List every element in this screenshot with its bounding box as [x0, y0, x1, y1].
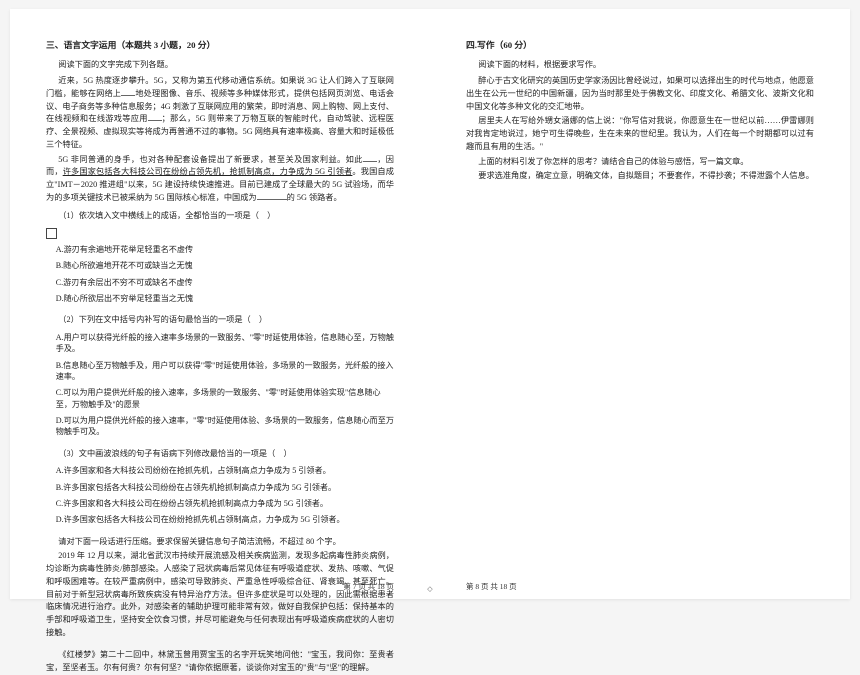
q3-choice-b: B.许多国家包括各大科技公司纷纷在占领先机抢抓制高点力争成为 5G 引领者。: [56, 482, 394, 493]
compression-para: 2019 年 12 月以来，湖北省武汉市持续开展流感及相关疾病监测，发现多起病毒…: [46, 550, 394, 639]
answer-box: [46, 225, 394, 239]
essay-p3: 上面的材料引发了你怎样的思考？请结合自己的体验与感悟，写一篇文章。: [466, 156, 814, 169]
q1-choice-c: C.游刃有余层出不穷不可或缺名不虚传: [56, 277, 394, 288]
p2a: 5G 非同普通的身手，也对各种配套设备提出了新要求，甚至关及国家利益。如此: [58, 155, 363, 164]
blank-2: [148, 114, 162, 121]
page-footer-right: 第 8 页 共 18 页: [466, 581, 517, 593]
question-1: （1）依次填入文中横线上的成语，全都恰当的一项是（ ）: [46, 210, 394, 223]
blank-3: [363, 154, 377, 161]
q3-choice-d: D.许多国家包括各大科技公司在纷纷抢抓先机占领制高点，力争成为 5G 引领者。: [56, 514, 394, 525]
essay-p2: 居里夫人在写给外甥女涵娜的信上说："你写信对我说，你愿意生在一世纪以前……伊雷娜…: [466, 115, 814, 153]
essay-intro: 阅读下面的材料，根据要求写作。: [466, 59, 814, 72]
q3-choice-c: C.许多国家和各大科技公司在纷纷占领先机抢抓制高点力争成为 5G 引领者。: [56, 498, 394, 509]
q2-choice-c: C.可以为用户提供光纤般的接入速率，多场景的一致服务、"零"时延使用体验实现"信…: [56, 387, 394, 410]
compression-intro: 请对下面一段话进行压缩。要求保留关键信息句子简洁流畅，不超过 80 个字。: [46, 536, 394, 549]
page-footer-left: 第 7 页 共 18 页: [343, 581, 394, 593]
reading-intro: 阅读下面的文字完成下列各题。: [46, 59, 394, 72]
q3-choice-a: A.许多国家和各大科技公司纷纷在抢抓先机，占领制高点力争成为 5 引领者。: [56, 465, 394, 476]
hlm-question: 《红楼梦》第二十二回中，林黛玉曾用贾宝玉的名字开玩笑地问他："宝玉，我问你：至贵…: [46, 649, 394, 674]
q2-choice-d: D.可以为用户提供光纤般的接入速率，"零"时延使用体验、多场景的一致服务，信息随…: [56, 415, 394, 438]
question-3: （3）文中画波浪线的句子有语病下列修改最恰当的一项是（ ）: [46, 448, 394, 461]
p2-underlined: 许多国家包括各大科技公司在纷纷占领先机，抢抓制高点，力争成为 5G 引领者: [63, 167, 353, 176]
fold-mark-icon: ◇: [427, 585, 432, 593]
essay-p4: 要求选准角度，确定立意，明确文体，自拟题目；不要套作，不得抄袭；不得泄露个人信息…: [466, 170, 814, 183]
q1-choice-d: D.随心所欲层出不穷举足轻重当之无愧: [56, 293, 394, 304]
passage-para-1: 近来，5G 热度逐步攀升。5G，又称为第五代移动通信系统。如果说 3G 让人们跨…: [46, 75, 394, 151]
p2d: 的 5G 领路者。: [287, 193, 342, 202]
essay-p1: 醉心于古文化研究的英国历史学家汤因比曾经说过，如果可以选择出生的时代与地点，他愿…: [466, 75, 814, 113]
q2-choice-b: B.信息随心至万物触手及，用户可以获得"零"时延使用体验，多场景的一致服务，光纤…: [56, 360, 394, 383]
blank-4: [257, 192, 287, 199]
passage-para-2: 5G 非同普通的身手，也对各种配套设备提出了新要求，甚至关及国家利益。如此，因而…: [46, 154, 394, 205]
section-4-title: 四.写作（60 分）: [466, 39, 814, 53]
question-2: （2）下列在文中括号内补写的语句最恰当的一项是（ ）: [46, 314, 394, 327]
blank-1: [121, 89, 135, 96]
section-3-title: 三、语言文字运用（本题共 3 小题，20 分）: [46, 39, 394, 53]
q1-choice-b: B.随心所欲遍地开花不可或缺当之无愧: [56, 260, 394, 271]
q1-choice-a: A.游刃有余遍地开花举足轻重名不虚传: [56, 244, 394, 255]
q2-choice-a: A.用户可以获得光纤般的接入速率多场景的一致服务、"零"时延使用体验，信息随心至…: [56, 332, 394, 355]
